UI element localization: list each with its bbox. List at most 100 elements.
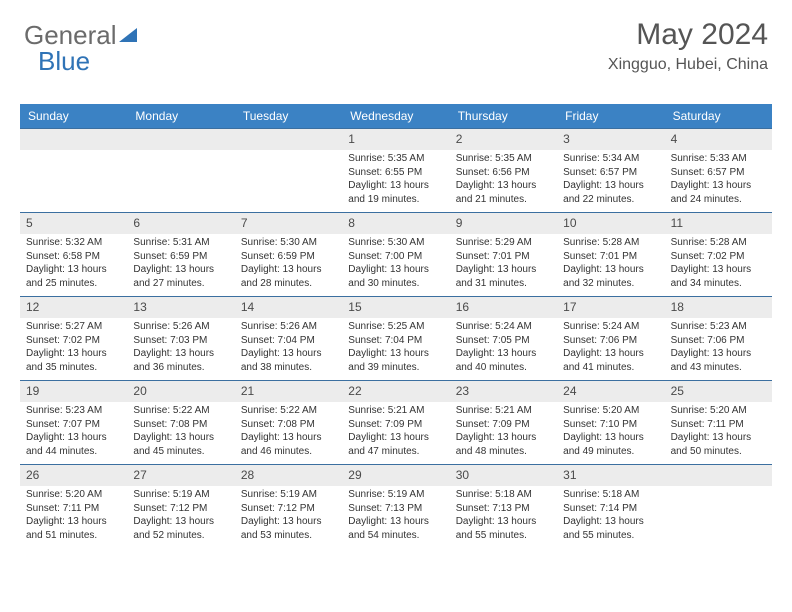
daylight-text-2: and 54 minutes.: [348, 530, 443, 543]
calendar-day: [235, 129, 342, 212]
calendar-day: 28Sunrise: 5:19 AMSunset: 7:12 PMDayligh…: [235, 465, 342, 548]
daylight-text-1: Daylight: 13 hours: [456, 180, 551, 193]
calendar-day: 24Sunrise: 5:20 AMSunset: 7:10 PMDayligh…: [557, 381, 664, 464]
calendar-day: 26Sunrise: 5:20 AMSunset: 7:11 PMDayligh…: [20, 465, 127, 548]
calendar-day: 17Sunrise: 5:24 AMSunset: 7:06 PMDayligh…: [557, 297, 664, 380]
daylight-text-2: and 25 minutes.: [26, 278, 121, 291]
day-details: Sunrise: 5:19 AMSunset: 7:12 PMDaylight:…: [127, 486, 234, 548]
sunrise-text: Sunrise: 5:30 AM: [348, 237, 443, 250]
sunrise-text: Sunrise: 5:18 AM: [563, 489, 658, 502]
daylight-text-2: and 53 minutes.: [241, 530, 336, 543]
sunrise-text: Sunrise: 5:21 AM: [348, 405, 443, 418]
day-number: 28: [235, 465, 342, 486]
dow-thursday: Thursday: [450, 104, 557, 128]
dow-tuesday: Tuesday: [235, 104, 342, 128]
day-number: 26: [20, 465, 127, 486]
calendar-day: 6Sunrise: 5:31 AMSunset: 6:59 PMDaylight…: [127, 213, 234, 296]
sunset-text: Sunset: 7:14 PM: [563, 503, 658, 516]
logo-triangle-icon: [119, 28, 137, 42]
sunrise-text: Sunrise: 5:19 AM: [241, 489, 336, 502]
daylight-text-2: and 21 minutes.: [456, 194, 551, 207]
calendar-week: 1Sunrise: 5:35 AMSunset: 6:55 PMDaylight…: [20, 128, 772, 212]
dow-friday: Friday: [557, 104, 664, 128]
day-details: Sunrise: 5:20 AMSunset: 7:10 PMDaylight:…: [557, 402, 664, 464]
day-details: Sunrise: 5:28 AMSunset: 7:02 PMDaylight:…: [665, 234, 772, 296]
calendar-day: [20, 129, 127, 212]
sunrise-text: Sunrise: 5:35 AM: [456, 153, 551, 166]
daylight-text-2: and 36 minutes.: [133, 362, 228, 375]
sunrise-text: Sunrise: 5:28 AM: [563, 237, 658, 250]
day-number: 7: [235, 213, 342, 234]
sunrise-text: Sunrise: 5:27 AM: [26, 321, 121, 334]
location-label: Xingguo, Hubei, China: [608, 56, 768, 74]
day-number: [127, 129, 234, 150]
daylight-text-2: and 40 minutes.: [456, 362, 551, 375]
calendar-day: 16Sunrise: 5:24 AMSunset: 7:05 PMDayligh…: [450, 297, 557, 380]
day-details: Sunrise: 5:29 AMSunset: 7:01 PMDaylight:…: [450, 234, 557, 296]
calendar-week: 26Sunrise: 5:20 AMSunset: 7:11 PMDayligh…: [20, 464, 772, 548]
day-number: 31: [557, 465, 664, 486]
sunset-text: Sunset: 7:06 PM: [671, 335, 766, 348]
daylight-text-2: and 34 minutes.: [671, 278, 766, 291]
daylight-text-1: Daylight: 13 hours: [563, 264, 658, 277]
day-details: Sunrise: 5:25 AMSunset: 7:04 PMDaylight:…: [342, 318, 449, 380]
sunset-text: Sunset: 7:09 PM: [456, 419, 551, 432]
day-number: 10: [557, 213, 664, 234]
calendar-day: 23Sunrise: 5:21 AMSunset: 7:09 PMDayligh…: [450, 381, 557, 464]
day-number: 23: [450, 381, 557, 402]
sunset-text: Sunset: 7:05 PM: [456, 335, 551, 348]
daylight-text-2: and 19 minutes.: [348, 194, 443, 207]
daylight-text-2: and 45 minutes.: [133, 446, 228, 459]
daylight-text-2: and 52 minutes.: [133, 530, 228, 543]
daylight-text-1: Daylight: 13 hours: [671, 348, 766, 361]
calendar-day: 29Sunrise: 5:19 AMSunset: 7:13 PMDayligh…: [342, 465, 449, 548]
calendar-day: 3Sunrise: 5:34 AMSunset: 6:57 PMDaylight…: [557, 129, 664, 212]
day-details: Sunrise: 5:31 AMSunset: 6:59 PMDaylight:…: [127, 234, 234, 296]
sunset-text: Sunset: 6:58 PM: [26, 251, 121, 264]
day-number: 5: [20, 213, 127, 234]
day-number: 19: [20, 381, 127, 402]
daylight-text-1: Daylight: 13 hours: [133, 432, 228, 445]
calendar-day: 31 Sunrise: 5:18 AMSunset: 7:14 PMDayligh…: [557, 465, 664, 548]
daylight-text-1: Daylight: 13 hours: [26, 348, 121, 361]
day-details: Sunrise: 5:30 AMSunset: 7:00 PMDaylight:…: [342, 234, 449, 296]
day-details: Sunrise: 5:24 AMSunset: 7:06 PMDaylight:…: [557, 318, 664, 380]
sunset-text: Sunset: 7:02 PM: [26, 335, 121, 348]
day-details: Sunrise: 5:24 AMSunset: 7:05 PMDaylight:…: [450, 318, 557, 380]
sunset-text: Sunset: 7:00 PM: [348, 251, 443, 264]
daylight-text-1: Daylight: 13 hours: [241, 264, 336, 277]
daylight-text-1: Daylight: 13 hours: [563, 516, 658, 529]
day-number: [20, 129, 127, 150]
sunrise-text: Sunrise: 5:25 AM: [348, 321, 443, 334]
sunrise-text: Sunrise: 5:19 AM: [348, 489, 443, 502]
daylight-text-2: and 46 minutes.: [241, 446, 336, 459]
day-details: Sunrise: 5:21 AMSunset: 7:09 PMDaylight:…: [450, 402, 557, 464]
day-number: [665, 465, 772, 486]
sunset-text: Sunset: 7:02 PM: [671, 251, 766, 264]
day-number: 12: [20, 297, 127, 318]
day-details: Sunrise: 5:23 AMSunset: 7:07 PMDaylight:…: [20, 402, 127, 464]
sunset-text: Sunset: 7:03 PM: [133, 335, 228, 348]
sunrise-text: Sunrise: 5:24 AM: [563, 321, 658, 334]
daylight-text-2: and 41 minutes.: [563, 362, 658, 375]
sunrise-text: Sunrise: 5:35 AM: [348, 153, 443, 166]
sunrise-text: Sunrise: 5:32 AM: [26, 237, 121, 250]
day-number: 29: [342, 465, 449, 486]
sunrise-text: Sunrise: 5:28 AM: [671, 237, 766, 250]
day-number: 9: [450, 213, 557, 234]
daylight-text-1: Daylight: 13 hours: [671, 432, 766, 445]
calendar-week: 12Sunrise: 5:27 AMSunset: 7:02 PMDayligh…: [20, 296, 772, 380]
logo-text-2: Blue: [38, 46, 90, 77]
calendar-week: 19Sunrise: 5:23 AMSunset: 7:07 PMDayligh…: [20, 380, 772, 464]
daylight-text-1: Daylight: 13 hours: [26, 432, 121, 445]
calendar-day: 20Sunrise: 5:22 AMSunset: 7:08 PMDayligh…: [127, 381, 234, 464]
sunrise-text: Sunrise: 5:33 AM: [671, 153, 766, 166]
day-number: 8: [342, 213, 449, 234]
sunrise-text: Sunrise: 5:30 AM: [241, 237, 336, 250]
calendar-day: 18Sunrise: 5:23 AMSunset: 7:06 PMDayligh…: [665, 297, 772, 380]
daylight-text-1: Daylight: 13 hours: [348, 348, 443, 361]
daylight-text-1: Daylight: 13 hours: [348, 180, 443, 193]
sunrise-text: Sunrise: 5:21 AM: [456, 405, 551, 418]
day-details: Sunrise: 5:18 AMSunset: 7:13 PMDaylight:…: [450, 486, 557, 548]
sunset-text: Sunset: 7:10 PM: [563, 419, 658, 432]
